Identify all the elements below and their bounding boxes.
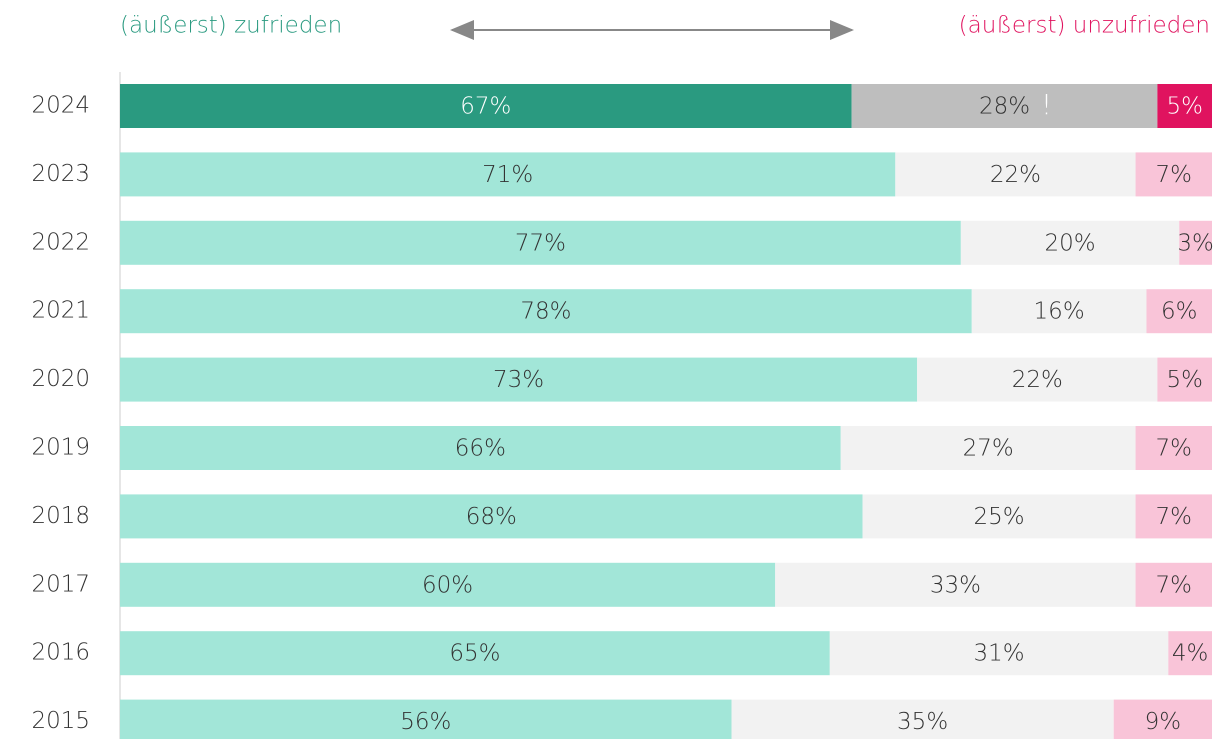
y-tick-label: 2018 <box>31 503 90 529</box>
value-label: 33% <box>930 572 981 598</box>
bar-segment <box>917 357 1158 402</box>
value-label: 5% <box>1166 94 1203 120</box>
y-tick-label: 2016 <box>31 640 90 666</box>
value-label: 77% <box>515 230 566 256</box>
bar-segment <box>1157 84 1212 128</box>
value-label: 35% <box>897 709 948 735</box>
bar-segment <box>1135 494 1212 539</box>
bar-segment <box>1157 357 1212 402</box>
value-label: 27% <box>963 436 1014 462</box>
value-label: 3% <box>1177 230 1214 256</box>
value-label: 20% <box>1044 230 1095 256</box>
bar-segment <box>895 152 1136 197</box>
bar-segment <box>829 631 1169 676</box>
bar-segment <box>731 699 1114 739</box>
bar-segment <box>1135 426 1212 470</box>
value-label: 60% <box>422 572 473 598</box>
bar-segment <box>120 220 961 265</box>
value-label: 31% <box>973 641 1024 667</box>
bar-segment <box>1135 562 1212 607</box>
bar-segment <box>120 426 841 470</box>
y-tick-label: 2021 <box>31 298 90 324</box>
bar-segment <box>775 562 1136 607</box>
value-label: 67% <box>460 94 511 120</box>
bar-segment <box>1179 220 1212 265</box>
y-tick-label: 2020 <box>31 366 90 392</box>
value-label: 65% <box>449 641 500 667</box>
value-label: 78% <box>520 299 571 325</box>
value-label: 71% <box>482 162 533 188</box>
value-label: 5% <box>1166 367 1203 393</box>
y-tick-label: 2019 <box>31 435 90 461</box>
bar-segment <box>1146 289 1212 334</box>
bar-segment <box>120 357 918 402</box>
value-label: 6% <box>1161 299 1198 325</box>
value-label: 68% <box>466 504 517 530</box>
y-tick-label: 2023 <box>31 161 90 187</box>
y-tick-label: 2015 <box>31 708 90 734</box>
value-label: 28% <box>979 94 1030 120</box>
bar-segment <box>120 289 972 334</box>
bar-segment <box>120 84 852 128</box>
bar-segment <box>120 562 776 607</box>
bar-segment <box>960 220 1180 265</box>
value-label: 7% <box>1156 162 1193 188</box>
annotation: ! <box>1041 88 1052 121</box>
value-label: 25% <box>973 504 1024 530</box>
bar-segment <box>1113 699 1212 739</box>
value-label: 7% <box>1156 436 1193 462</box>
bar-segment <box>120 699 732 739</box>
bar-segment <box>840 426 1136 470</box>
bar-segment <box>120 152 896 197</box>
y-tick-label: 2022 <box>31 229 90 255</box>
value-label: 9% <box>1145 709 1182 735</box>
value-label: 66% <box>455 436 506 462</box>
bar-segment <box>120 631 830 676</box>
value-label: 16% <box>1034 299 1085 325</box>
value-label: 7% <box>1156 504 1193 530</box>
bar-segment <box>971 289 1147 334</box>
bar-segment <box>851 84 1158 128</box>
bar-segment <box>862 494 1136 539</box>
bar-segment <box>1168 631 1212 676</box>
bar-segment <box>1135 152 1212 197</box>
bar-segment <box>120 494 863 539</box>
value-label: 4% <box>1172 641 1209 667</box>
legend-left: (äußerst) zufrieden <box>120 13 342 39</box>
y-tick-label: 2024 <box>31 93 90 119</box>
legend-right: (äußerst) unzufrieden <box>959 13 1210 39</box>
value-label: 22% <box>990 162 1041 188</box>
value-label: 73% <box>493 367 544 393</box>
value-label: 56% <box>400 709 451 735</box>
y-tick-label: 2017 <box>31 571 90 597</box>
value-label: 7% <box>1156 572 1193 598</box>
value-label: 22% <box>1012 367 1063 393</box>
